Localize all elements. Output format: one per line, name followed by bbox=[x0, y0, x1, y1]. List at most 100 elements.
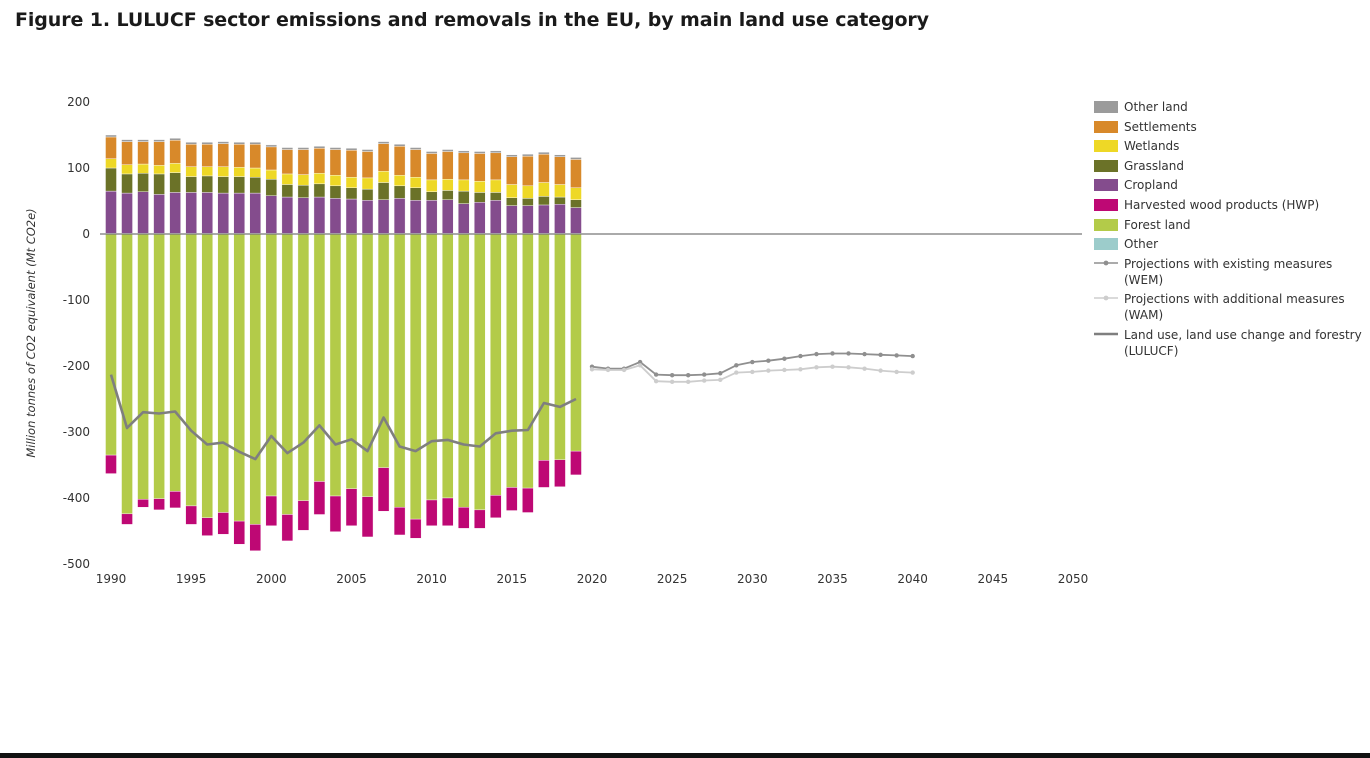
bar-segment-cropland bbox=[329, 198, 342, 234]
bar-segment-settlements bbox=[153, 141, 165, 166]
legend-item[interactable]: Forest land bbox=[1094, 217, 1364, 233]
bar-segment-other-land bbox=[458, 150, 470, 154]
bar-segment-hwp bbox=[522, 487, 534, 513]
legend-item[interactable]: Wetlands bbox=[1094, 138, 1364, 154]
y-tick-label: -100 bbox=[63, 293, 90, 307]
legend-item[interactable]: Land use, land use change and forestry (… bbox=[1094, 327, 1364, 359]
bar-segment-cropland bbox=[490, 200, 502, 234]
bar-segment-other-land bbox=[121, 139, 133, 142]
legend-item[interactable]: Other bbox=[1094, 236, 1364, 252]
wem-point bbox=[894, 353, 899, 358]
bar-segment-cropland bbox=[297, 197, 310, 234]
wam-point bbox=[621, 367, 627, 373]
legend-swatch bbox=[1094, 120, 1118, 133]
bar-segment-settlements bbox=[297, 149, 310, 175]
bar-segment-hwp bbox=[345, 488, 358, 526]
bar-segment-hwp bbox=[153, 498, 165, 511]
bottom-border bbox=[0, 753, 1370, 758]
bar-segment-wetlands bbox=[490, 179, 502, 193]
bar-segment-other-land bbox=[442, 149, 454, 152]
bar-segment-other-land bbox=[313, 146, 326, 149]
legend-item[interactable]: Projections with additional measures (WA… bbox=[1094, 291, 1364, 323]
bar-segment-forest-land bbox=[442, 233, 454, 499]
x-tick-label: 1995 bbox=[176, 572, 207, 586]
legend-item[interactable]: Settlements bbox=[1094, 119, 1364, 135]
bar-segment-forest-land bbox=[217, 233, 229, 513]
legend-label: Other bbox=[1124, 237, 1159, 252]
bar-segment-hwp bbox=[490, 495, 502, 518]
bar-segment-other-land bbox=[522, 153, 534, 157]
bar-segment-grassland bbox=[265, 179, 278, 196]
bar-segment-hwp bbox=[554, 459, 566, 487]
legend-item[interactable]: Other land bbox=[1094, 99, 1364, 115]
bar-segment-grassland bbox=[506, 197, 518, 206]
bar-segment-wetlands bbox=[249, 167, 262, 178]
bar-segment-settlements bbox=[458, 152, 470, 181]
bar-segment-forest-land bbox=[153, 233, 165, 499]
legend-item[interactable]: Projections with existing measures (WEM) bbox=[1094, 256, 1364, 288]
bar-segment-other-land bbox=[490, 150, 502, 154]
bar-segment-settlements bbox=[474, 153, 486, 182]
bar-segment-grassland bbox=[137, 173, 149, 192]
bar-segment-cropland bbox=[393, 198, 406, 234]
bar-segment-cropland bbox=[169, 192, 181, 234]
bar-segment-cropland bbox=[153, 194, 165, 234]
bar-segment-settlements bbox=[169, 140, 181, 164]
bar-segment-hwp bbox=[217, 512, 229, 535]
x-tick-label: 1990 bbox=[96, 572, 127, 586]
legend-swatch bbox=[1094, 140, 1118, 153]
bar-segment-other-land bbox=[297, 147, 310, 150]
bar-segment-other-land bbox=[409, 147, 422, 150]
y-tick-label: 100 bbox=[67, 161, 90, 175]
bar-segment-hwp bbox=[201, 517, 213, 536]
bar-segment-settlements bbox=[425, 153, 438, 181]
bar-segment-cropland bbox=[345, 198, 358, 234]
wem-point bbox=[830, 351, 835, 356]
bar-segment-cropland bbox=[265, 195, 278, 234]
legend-item[interactable]: Grassland bbox=[1094, 158, 1364, 174]
bar-segment-forest-land bbox=[377, 233, 390, 468]
legend-label: Wetlands bbox=[1124, 139, 1180, 154]
legend-swatch bbox=[1094, 101, 1118, 113]
bar-segment-forest-land bbox=[361, 233, 374, 497]
bar-segment-wetlands bbox=[153, 165, 165, 175]
bar-segment-settlements bbox=[137, 141, 149, 165]
bar-segment-hwp bbox=[105, 454, 117, 474]
bar-segment-grassland bbox=[442, 190, 454, 200]
bar-segment-grassland bbox=[297, 184, 310, 198]
bar-segment-forest-land bbox=[393, 233, 406, 508]
bar-segment-settlements bbox=[105, 136, 117, 159]
legend-line-swatch bbox=[1094, 332, 1118, 336]
bar-segment-wetlands bbox=[217, 166, 229, 177]
bar-segment-forest-land bbox=[297, 233, 310, 501]
bar-segment-wetlands bbox=[233, 167, 245, 177]
y-tick-label: -500 bbox=[63, 557, 90, 571]
bar-segment-wetlands bbox=[425, 179, 438, 192]
bar-segment-hwp bbox=[409, 518, 422, 539]
bar-segment-forest-land bbox=[554, 233, 566, 460]
bar-segment-other-land bbox=[425, 151, 438, 154]
bar-segment-grassland bbox=[458, 190, 470, 204]
bar-segment-cropland bbox=[425, 200, 438, 234]
bar-segment-other-land bbox=[329, 147, 342, 150]
bar-segment-cropland bbox=[570, 207, 582, 234]
bar-segment-wetlands bbox=[361, 177, 374, 190]
bar-segment-grassland bbox=[425, 191, 438, 201]
bar-segment-other-land bbox=[201, 142, 213, 145]
bar-segment-cropland bbox=[522, 205, 534, 234]
bar-segment-wetlands bbox=[105, 158, 117, 169]
bar-segment-settlements bbox=[313, 147, 326, 174]
legend-item[interactable]: Cropland bbox=[1094, 177, 1364, 193]
bar-segment-cropland bbox=[409, 200, 422, 234]
bar-segment-other-land bbox=[233, 142, 245, 145]
bar-segment-forest-land bbox=[313, 233, 326, 482]
bar-segment-hwp bbox=[121, 513, 133, 525]
y-tick-label: 0 bbox=[82, 227, 90, 241]
bar-segment-other-land bbox=[137, 139, 149, 142]
legend-swatch bbox=[1094, 198, 1118, 211]
bar-segment-grassland bbox=[281, 184, 294, 198]
wam-point bbox=[766, 368, 771, 373]
legend-item[interactable]: Harvested wood products (HWP) bbox=[1094, 197, 1364, 213]
wam-point bbox=[653, 378, 659, 384]
bar-segment-other-land bbox=[281, 147, 294, 150]
